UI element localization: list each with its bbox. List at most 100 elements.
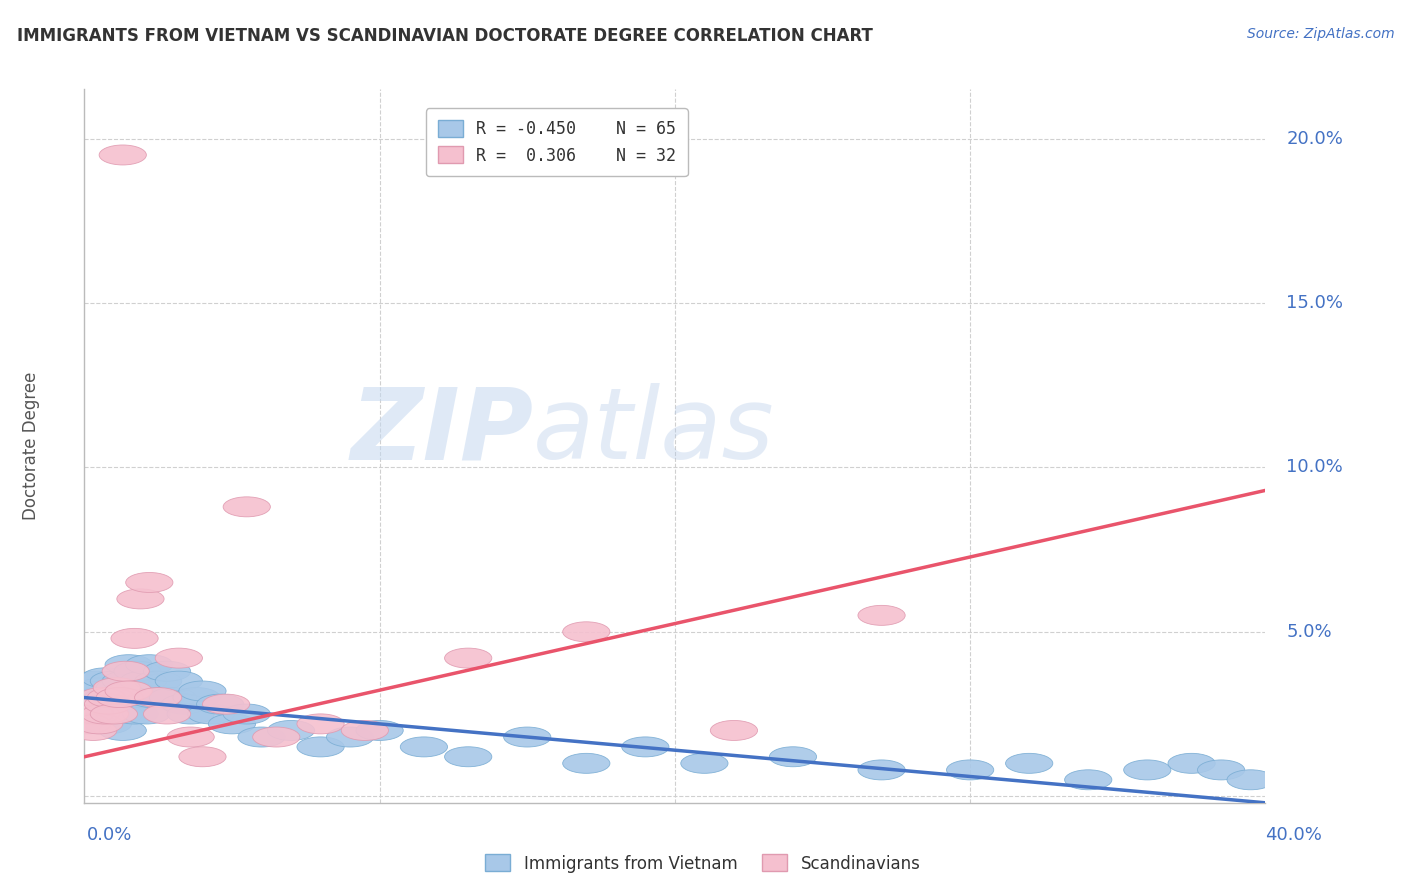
- Ellipse shape: [208, 714, 256, 734]
- Text: 15.0%: 15.0%: [1286, 294, 1344, 312]
- Ellipse shape: [82, 694, 129, 714]
- Ellipse shape: [858, 606, 905, 625]
- Ellipse shape: [63, 714, 111, 734]
- Ellipse shape: [946, 760, 994, 780]
- Ellipse shape: [82, 704, 129, 724]
- Ellipse shape: [143, 661, 191, 681]
- Ellipse shape: [76, 714, 122, 734]
- Ellipse shape: [63, 694, 111, 714]
- Ellipse shape: [87, 694, 135, 714]
- Ellipse shape: [1064, 770, 1112, 789]
- Ellipse shape: [1198, 760, 1244, 780]
- Ellipse shape: [103, 661, 149, 681]
- Ellipse shape: [79, 704, 125, 724]
- Ellipse shape: [105, 688, 152, 707]
- Ellipse shape: [224, 497, 270, 516]
- Ellipse shape: [125, 573, 173, 592]
- Ellipse shape: [96, 704, 143, 724]
- Text: 20.0%: 20.0%: [1286, 129, 1343, 147]
- Ellipse shape: [173, 688, 221, 707]
- Ellipse shape: [167, 704, 214, 724]
- Ellipse shape: [179, 747, 226, 767]
- Ellipse shape: [122, 704, 170, 724]
- Ellipse shape: [238, 727, 285, 747]
- Text: Source: ZipAtlas.com: Source: ZipAtlas.com: [1247, 27, 1395, 41]
- Ellipse shape: [84, 694, 132, 714]
- Ellipse shape: [342, 721, 388, 740]
- Ellipse shape: [98, 145, 146, 165]
- Ellipse shape: [76, 688, 122, 707]
- Ellipse shape: [125, 655, 173, 674]
- Ellipse shape: [84, 688, 132, 707]
- Ellipse shape: [93, 678, 141, 698]
- Ellipse shape: [167, 727, 214, 747]
- Ellipse shape: [73, 671, 120, 691]
- Ellipse shape: [1168, 754, 1215, 773]
- Ellipse shape: [66, 704, 114, 724]
- Ellipse shape: [79, 678, 125, 698]
- Ellipse shape: [82, 668, 129, 688]
- Text: 40.0%: 40.0%: [1265, 826, 1322, 844]
- Text: 10.0%: 10.0%: [1286, 458, 1343, 476]
- Ellipse shape: [188, 704, 235, 724]
- Ellipse shape: [105, 655, 152, 674]
- Ellipse shape: [111, 704, 159, 724]
- Ellipse shape: [69, 681, 117, 701]
- Text: IMMIGRANTS FROM VIETNAM VS SCANDINAVIAN DOCTORATE DEGREE CORRELATION CHART: IMMIGRANTS FROM VIETNAM VS SCANDINAVIAN …: [17, 27, 873, 45]
- Ellipse shape: [128, 688, 176, 707]
- Ellipse shape: [149, 688, 197, 707]
- Ellipse shape: [73, 704, 120, 724]
- Ellipse shape: [356, 721, 404, 740]
- Ellipse shape: [562, 754, 610, 773]
- Ellipse shape: [401, 737, 447, 757]
- Ellipse shape: [84, 714, 132, 734]
- Ellipse shape: [562, 622, 610, 641]
- Ellipse shape: [138, 688, 184, 707]
- Ellipse shape: [114, 661, 162, 681]
- Ellipse shape: [96, 688, 143, 707]
- Ellipse shape: [503, 727, 551, 747]
- Ellipse shape: [76, 714, 122, 734]
- Ellipse shape: [111, 628, 159, 648]
- Ellipse shape: [117, 688, 165, 707]
- Ellipse shape: [297, 737, 344, 757]
- Ellipse shape: [66, 688, 114, 707]
- Ellipse shape: [197, 694, 243, 714]
- Ellipse shape: [444, 648, 492, 668]
- Ellipse shape: [117, 589, 165, 609]
- Ellipse shape: [120, 671, 167, 691]
- Ellipse shape: [267, 721, 315, 740]
- Ellipse shape: [155, 648, 202, 668]
- Ellipse shape: [73, 694, 120, 714]
- Text: Doctorate Degree: Doctorate Degree: [22, 372, 41, 520]
- Ellipse shape: [90, 704, 138, 724]
- Ellipse shape: [1123, 760, 1171, 780]
- Ellipse shape: [224, 704, 270, 724]
- Text: 5.0%: 5.0%: [1286, 623, 1331, 640]
- Ellipse shape: [155, 671, 202, 691]
- Ellipse shape: [87, 688, 135, 707]
- Ellipse shape: [444, 747, 492, 767]
- Ellipse shape: [105, 681, 152, 701]
- Legend: Immigrants from Vietnam, Scandinavians: Immigrants from Vietnam, Scandinavians: [478, 847, 928, 880]
- Text: atlas: atlas: [533, 384, 775, 480]
- Ellipse shape: [1227, 770, 1274, 789]
- Ellipse shape: [96, 678, 143, 698]
- Ellipse shape: [90, 704, 138, 724]
- Ellipse shape: [98, 721, 146, 740]
- Ellipse shape: [202, 694, 250, 714]
- Ellipse shape: [858, 760, 905, 780]
- Legend: R = -0.450    N = 65, R =  0.306    N = 32: R = -0.450 N = 65, R = 0.306 N = 32: [426, 108, 688, 177]
- Ellipse shape: [69, 721, 117, 740]
- Ellipse shape: [326, 727, 374, 747]
- Ellipse shape: [135, 688, 181, 707]
- Ellipse shape: [621, 737, 669, 757]
- Text: ZIP: ZIP: [350, 384, 533, 480]
- Ellipse shape: [769, 747, 817, 767]
- Ellipse shape: [179, 681, 226, 701]
- Ellipse shape: [93, 688, 141, 707]
- Ellipse shape: [108, 681, 155, 701]
- Ellipse shape: [79, 688, 125, 707]
- Ellipse shape: [143, 704, 191, 724]
- Ellipse shape: [710, 721, 758, 740]
